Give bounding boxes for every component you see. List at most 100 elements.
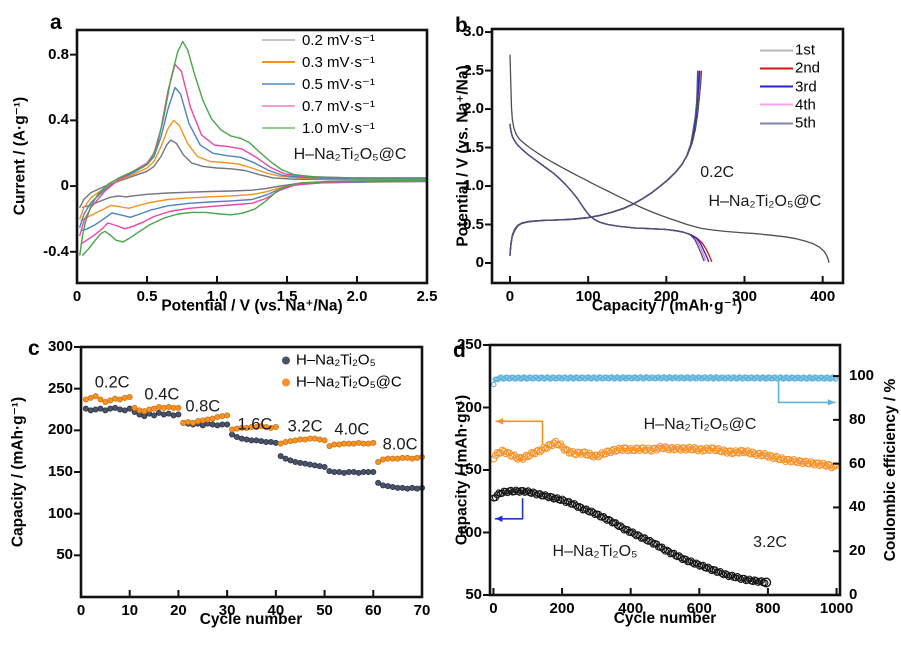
legend-label: 3rd: [795, 78, 817, 96]
panel-a-xaxis-title: Potential / V (vs. Na⁺/Na): [161, 297, 343, 315]
x-tick-label: 400: [810, 288, 836, 305]
legend-label: 0.2 mV·s⁻¹: [302, 32, 375, 49]
x-tick-label: 800: [755, 600, 781, 617]
panel-c: c Cycle number Capacity / (mAh·g⁻¹) 0 10 2…: [0, 330, 450, 657]
x-tick-label: 60: [364, 602, 382, 619]
plot-canvas-c: [74, 345, 425, 599]
legend-label: 0.3 mV·s⁻¹: [302, 54, 375, 71]
annotation: 1.6C: [237, 415, 273, 434]
legend-label: 4th: [795, 96, 816, 114]
y-tick-label: 150: [47, 462, 73, 480]
y-tick-label: 50: [56, 546, 73, 564]
x-tick-label: 400: [618, 600, 644, 617]
legend-item: 3rd: [760, 78, 817, 95]
legend-label: H–Na₂Ti₂O₅: [296, 351, 376, 369]
legend-label: H–Na₂Ti₂O₅@C: [296, 373, 402, 391]
legend-item: 0.3 mV·s⁻¹: [262, 53, 375, 71]
y-tick-label: 1.0: [463, 176, 484, 194]
y-tick-label: 100: [47, 504, 73, 522]
x-tick-label: 50: [316, 602, 333, 619]
legend-item: 5th: [760, 115, 816, 132]
panel-letter-d: d: [453, 339, 466, 362]
x-tick-label: 1.0: [206, 288, 228, 305]
annotation: 0.2C: [94, 373, 130, 392]
y2-tick-label: 100: [849, 366, 875, 384]
annotation: 4.0C: [334, 420, 370, 439]
legend-swatch: [282, 356, 290, 364]
x-tick-label: 100: [575, 288, 601, 305]
panel-c-xaxis-title: Cycle number: [199, 611, 303, 628]
y2-tick-label: 0: [849, 585, 858, 603]
annotation: H–Na₂Ti₂O₅@C: [643, 416, 757, 433]
x-tick-label: 0: [72, 288, 82, 305]
panel-letter-a: a: [50, 11, 62, 34]
legend-item: 2nd: [760, 60, 820, 77]
legend-swatch: [262, 127, 295, 129]
x-tick-label: 2.0: [346, 288, 368, 305]
plot-canvas-a: [70, 28, 429, 285]
y-tick-label: 300: [47, 337, 73, 355]
y-tick-label: 150: [456, 460, 482, 478]
annotation: 0.4C: [144, 385, 180, 404]
x-tick-label: 0: [505, 288, 515, 305]
legend-label: 0.5 mV·s⁻¹: [302, 76, 375, 93]
x-tick-label: 70: [413, 602, 431, 619]
x-tick-label: 2.5: [416, 288, 438, 305]
y-tick-label: 50: [465, 585, 482, 603]
annotation: H–Na₂Ti₂O₅@C: [708, 193, 822, 211]
legend-item: 0.2 mV·s⁻¹: [262, 31, 375, 49]
panel-d: d Cycle number Capacity / (mAh·g⁻¹) Coul…: [450, 330, 901, 657]
x-tick-label: 600: [686, 600, 712, 617]
plot-canvas-d: [483, 343, 842, 597]
x-tick-label: 200: [653, 288, 679, 305]
legend-item: H–Na₂Ti₂O₅@C: [282, 374, 402, 391]
y-tick-label: 2.0: [463, 99, 484, 117]
x-tick-label: 10: [121, 602, 139, 619]
x-tick-label: 40: [267, 602, 285, 619]
y2-tick-label: 60: [849, 454, 866, 472]
legend-label: 5th: [795, 114, 816, 132]
x-tick-label: 0: [76, 602, 86, 619]
legend-swatch: [262, 83, 295, 85]
legend-swatch: [760, 49, 793, 51]
legend-item: 1st: [760, 42, 815, 59]
annotation: H–Na₂Ti₂O₅: [552, 542, 638, 560]
legend-swatch: [760, 103, 793, 106]
annotation: 8.0C: [382, 435, 418, 454]
legend-swatch: [760, 67, 793, 70]
y-tick-label: 0.5: [463, 215, 484, 233]
annotation: 0.2C: [700, 163, 735, 181]
annotation: 3.2C: [287, 417, 323, 436]
annotation: 0.8C: [185, 397, 221, 416]
panel-b: b Capacity / (mAh·g⁻¹) Potential / V (vs…: [450, 0, 901, 330]
y-tick-label: 200: [456, 398, 482, 416]
y-tick-label: 0.8: [48, 45, 69, 63]
panel-letter-b: b: [455, 14, 468, 37]
x-tick-label: 0: [489, 600, 498, 617]
x-tick-label: 30: [218, 602, 236, 619]
panel-a: a Potential / V (vs. Na⁺/Na) Current / (…: [0, 0, 450, 330]
y-tick-label: 250: [47, 379, 73, 397]
plot-canvas-b: [485, 27, 845, 285]
x-tick-label: 1.5: [276, 288, 298, 305]
y-tick-label: 200: [47, 421, 73, 439]
legend-item: H–Na₂Ti₂O₅: [282, 352, 376, 369]
legend-label: 2nd: [795, 59, 821, 77]
y2-tick-label: 80: [849, 410, 866, 428]
y2-tick-label: 40: [849, 498, 866, 516]
legend-swatch: [262, 61, 295, 63]
y-tick-label: 0: [475, 253, 484, 271]
y-tick-label: 3.0: [463, 22, 484, 40]
legend-label: 0.7 mV·s⁻¹: [302, 98, 375, 115]
legend-swatch: [282, 378, 290, 386]
y-tick-label: 100: [456, 523, 482, 541]
panel-d-yaxis-title-right: Coulombic efficiency / %: [882, 378, 899, 562]
x-tick-label: 0.5: [136, 288, 158, 305]
panel-letter-c: c: [28, 337, 40, 360]
legend-label: 1.0 mV·s⁻¹: [302, 120, 375, 137]
legend-swatch: [262, 105, 295, 107]
legend-item: 1.0 mV·s⁻¹: [262, 119, 375, 137]
annotation: H–Na₂Ti₂O₅@C: [293, 145, 407, 163]
annotation: 3.2C: [753, 533, 787, 551]
